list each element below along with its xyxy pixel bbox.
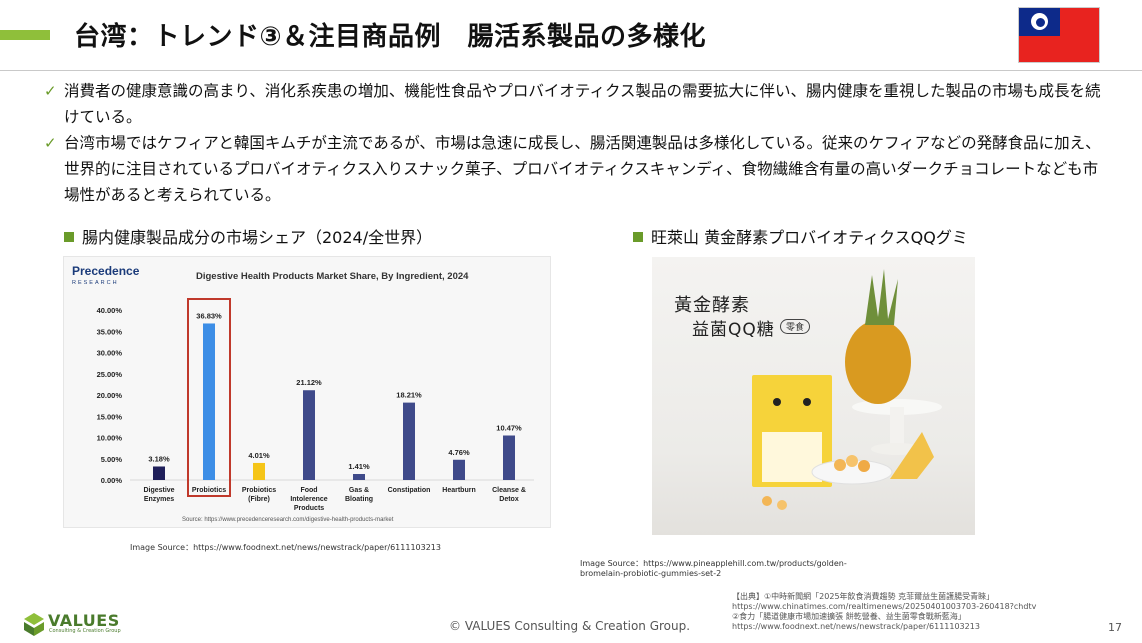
bullet-text: 台湾市場ではケフィアと韓国キムチが主流であるが、市場は急速に成長し、腸活関連製品… bbox=[64, 134, 1101, 204]
values-logo: VALUES Consulting & Creation Group bbox=[22, 609, 132, 639]
page-number: 17 bbox=[1108, 621, 1122, 634]
x-tick-label: Detox bbox=[499, 496, 519, 503]
product-photo: 黃金酵素 益菌QQ糖 零食 bbox=[652, 257, 975, 535]
chart-brand-sub: RESEARCH bbox=[72, 280, 119, 286]
x-tick-label: Food bbox=[300, 487, 317, 494]
bar bbox=[503, 435, 515, 480]
flag-sun-icon bbox=[1031, 13, 1048, 30]
bar bbox=[253, 462, 265, 480]
y-tick-label: 30.00% bbox=[97, 349, 123, 358]
bullet-item: ✓ 台湾市場ではケフィアと韓国キムチが主流であるが、市場は急速に成長し、腸活関連… bbox=[44, 130, 1104, 208]
photo-caption-line1: 黃金酵素 bbox=[674, 295, 750, 316]
highlight-box bbox=[187, 298, 231, 497]
gummy bbox=[846, 455, 858, 467]
x-tick-label: (Fibre) bbox=[248, 496, 270, 503]
bar-value-label: 4.76% bbox=[448, 448, 470, 457]
right-section-heading: 旺萊山 黄金酵素プロバイオティクスQQグミ bbox=[633, 224, 968, 248]
x-tick-label: Enzymes bbox=[144, 496, 174, 503]
market-share-chart: Precedence RESEARCH Digestive Health Produ… bbox=[63, 256, 551, 528]
flag-canton bbox=[1019, 8, 1060, 36]
reference-line: ②食力「腸道健康市場加速擴張 餅乾營養、益生菌零食戰新藍海」 bbox=[732, 612, 966, 621]
reference-line: 【出典】①中時新聞網「2025年飲食消費趨勢 克菲爾益生菌護腸受青睞」 bbox=[732, 592, 995, 601]
y-tick-label: 35.00% bbox=[97, 327, 123, 336]
box-eye-left bbox=[773, 398, 781, 406]
x-tick-label: Digestive bbox=[143, 487, 174, 494]
bar bbox=[153, 466, 165, 480]
bar bbox=[303, 390, 315, 480]
gummy bbox=[834, 459, 846, 471]
logo-mark-icon bbox=[24, 613, 44, 636]
taiwan-flag-icon bbox=[1018, 7, 1100, 63]
x-tick-label: Gas & bbox=[349, 487, 369, 494]
y-tick-label: 40.00% bbox=[97, 306, 123, 315]
bar-value-label: 36.83% bbox=[196, 311, 222, 320]
right-heading-text: 旺萊山 黄金酵素プロバイオティクスQQグミ bbox=[651, 228, 968, 247]
left-heading-text: 腸内健康製品成分の市場シェア（2024/全世界） bbox=[82, 228, 433, 247]
x-tick-label: Bloating bbox=[345, 496, 373, 503]
chart-title: Digestive Health Products Market Share, … bbox=[196, 271, 469, 282]
reference-line: https://www.foodnext.net/news/newstrack/… bbox=[732, 622, 980, 631]
logo-subtitle: Consulting & Creation Group bbox=[49, 628, 121, 634]
bar bbox=[353, 474, 365, 480]
y-tick-label: 25.00% bbox=[97, 370, 123, 379]
copyright: © VALUES Consulting & Creation Group. bbox=[449, 619, 691, 633]
title-accent-bar bbox=[0, 30, 50, 40]
x-tick-label: Cleanse & bbox=[492, 487, 526, 494]
x-tick-label: Heartburn bbox=[442, 487, 475, 494]
bar bbox=[453, 459, 465, 480]
cake-stand-stem bbox=[890, 407, 904, 447]
gummy bbox=[858, 460, 870, 472]
bullet-text: 消費者の健康意識の高まり、消化系疾患の増加、機能性食品やプロバイオティクス製品の… bbox=[64, 82, 1101, 126]
reference-line: https://www.chinatimes.com/realtimenews/… bbox=[732, 602, 1037, 611]
y-tick-label: 15.00% bbox=[97, 412, 123, 421]
bar-value-label: 3.18% bbox=[148, 454, 170, 463]
chart-source: Source: https://www.precedenceresearch.c… bbox=[182, 517, 394, 523]
x-tick-label: Products bbox=[294, 505, 324, 512]
photo-badge: 零食 bbox=[780, 319, 811, 334]
left-image-source: Image Source：https://www.foodnext.net/ne… bbox=[130, 543, 441, 552]
references: 【出典】①中時新聞網「2025年飲食消費趨勢 克菲爾益生菌護腸受青睞」 http… bbox=[732, 592, 1092, 632]
right-source-line1: Image Source：https://www.pineapplehill.c… bbox=[580, 559, 847, 568]
pineapple-body bbox=[845, 320, 911, 404]
y-tick-label: 0.00% bbox=[101, 476, 123, 485]
square-bullet-icon bbox=[633, 232, 643, 242]
chart-svg: Precedence RESEARCH Digestive Health Produ… bbox=[72, 264, 534, 523]
bar-value-label: 18.21% bbox=[396, 391, 422, 400]
square-bullet-icon bbox=[64, 232, 74, 242]
x-tick-label: Probiotics bbox=[192, 487, 226, 494]
page-title: 台湾：トレンド③＆注目商品例 腸活系製品の多様化 bbox=[74, 22, 707, 52]
product-illustration bbox=[752, 269, 942, 510]
bar bbox=[403, 402, 415, 480]
header-divider bbox=[0, 70, 1142, 71]
y-tick-label: 20.00% bbox=[97, 391, 123, 400]
bar-value-label: 21.12% bbox=[296, 378, 322, 387]
check-icon: ✓ bbox=[44, 82, 57, 100]
bar bbox=[203, 323, 215, 480]
x-tick-label: Intolerence bbox=[290, 496, 327, 503]
y-tick-label: 10.00% bbox=[97, 434, 123, 443]
bar-value-label: 10.47% bbox=[496, 424, 522, 433]
bullet-list: ✓ 消費者の健康意識の高まり、消化系疾患の増加、機能性食品やプロバイオティクス製… bbox=[44, 78, 1104, 208]
chart-brand: Precedence bbox=[72, 264, 140, 278]
x-tick-label: Constipation bbox=[388, 487, 431, 494]
bullet-item: ✓ 消費者の健康意識の高まり、消化系疾患の増加、機能性食品やプロバイオティクス製… bbox=[44, 78, 1104, 130]
right-source-line2: bromelain-probiotic-gummies-set-2 bbox=[580, 569, 722, 578]
logo-word: VALUES bbox=[48, 611, 120, 630]
x-tick-label: Probiotics bbox=[242, 487, 276, 494]
pineapple-leaves bbox=[865, 269, 898, 325]
gummy bbox=[777, 500, 787, 510]
bar-value-label: 1.41% bbox=[348, 462, 370, 471]
check-icon: ✓ bbox=[44, 134, 57, 152]
right-image-source: Image Source：https://www.pineapplehill.c… bbox=[580, 559, 900, 579]
gummy bbox=[762, 496, 772, 506]
pineapple-slice bbox=[890, 432, 934, 479]
box-eye-right bbox=[803, 398, 811, 406]
photo-caption-line2: 益菌QQ糖 bbox=[692, 320, 775, 340]
left-section-heading: 腸内健康製品成分の市場シェア（2024/全世界） bbox=[64, 224, 432, 248]
bar-value-label: 4.01% bbox=[248, 451, 270, 460]
y-tick-label: 5.00% bbox=[101, 455, 123, 464]
